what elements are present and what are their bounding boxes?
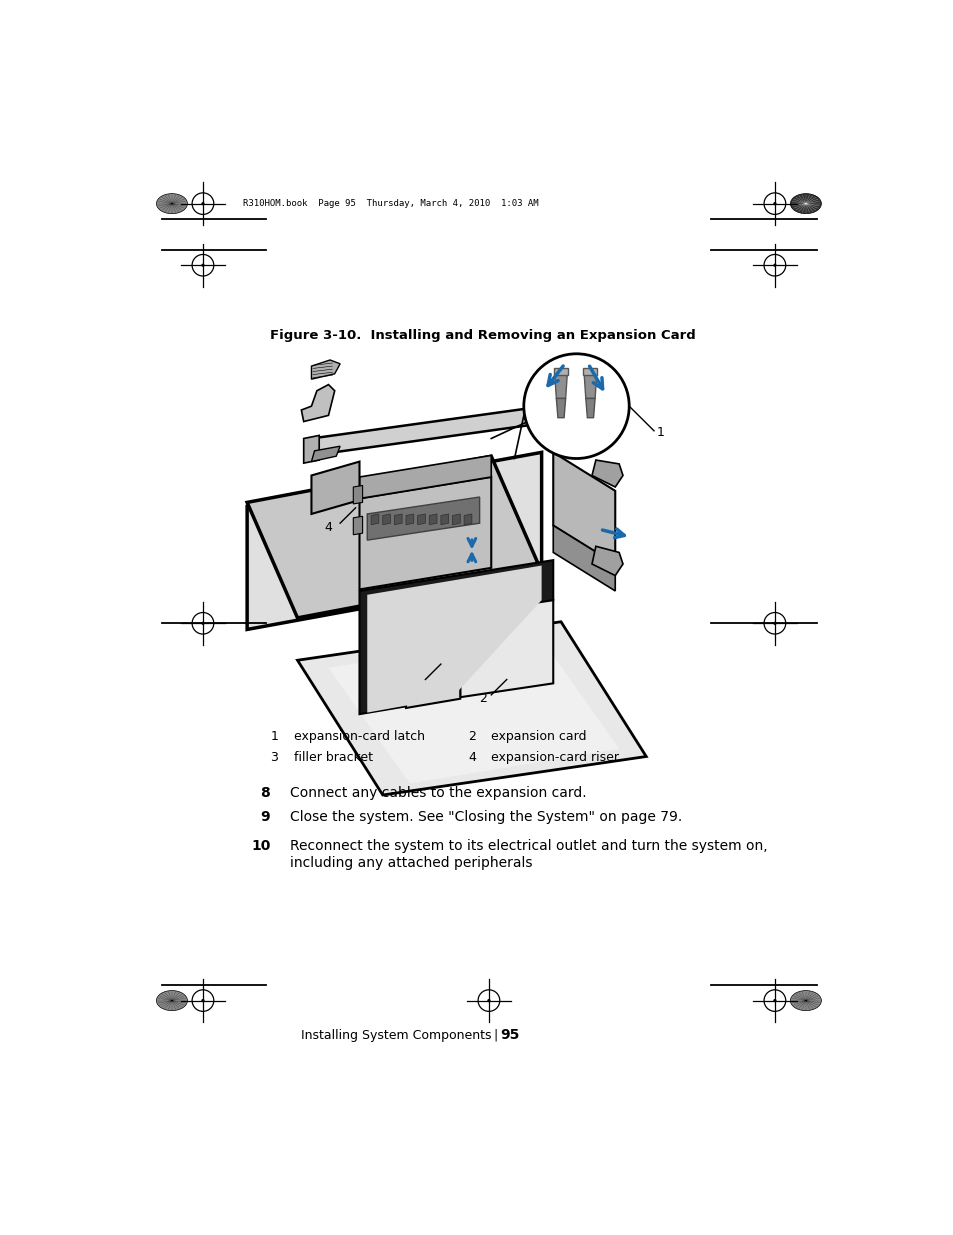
- Circle shape: [201, 203, 204, 205]
- Circle shape: [201, 999, 204, 1003]
- Polygon shape: [459, 600, 553, 698]
- Polygon shape: [301, 384, 335, 421]
- Polygon shape: [585, 399, 595, 417]
- Text: 2: 2: [468, 730, 476, 742]
- Circle shape: [201, 621, 204, 625]
- Text: 10: 10: [251, 839, 270, 853]
- Text: including any attached peripherals: including any attached peripherals: [290, 856, 532, 869]
- Text: 3: 3: [412, 677, 419, 690]
- Polygon shape: [592, 546, 622, 576]
- Text: 1: 1: [270, 730, 278, 742]
- Polygon shape: [464, 514, 472, 525]
- Text: 4: 4: [468, 751, 476, 764]
- Polygon shape: [359, 456, 491, 499]
- Polygon shape: [297, 621, 645, 795]
- Circle shape: [487, 999, 490, 1003]
- Text: 1: 1: [657, 426, 664, 438]
- Polygon shape: [583, 375, 596, 399]
- Text: Close the system. See "Closing the System" on page 79.: Close the system. See "Closing the Syste…: [290, 810, 681, 825]
- Polygon shape: [394, 514, 402, 525]
- Polygon shape: [303, 436, 319, 463]
- Polygon shape: [429, 514, 436, 525]
- Polygon shape: [311, 359, 340, 379]
- Text: Connect any cables to the expansion card.: Connect any cables to the expansion card…: [290, 785, 586, 800]
- Ellipse shape: [790, 194, 821, 214]
- Polygon shape: [311, 462, 359, 514]
- Circle shape: [773, 999, 776, 1003]
- Text: Installing and Removing an Expansion Card: Installing and Removing an Expansion Car…: [352, 330, 695, 342]
- Polygon shape: [553, 526, 615, 592]
- Text: |: |: [493, 1029, 497, 1042]
- Ellipse shape: [156, 990, 187, 1010]
- Polygon shape: [382, 514, 390, 525]
- Text: Installing System Components: Installing System Components: [300, 1029, 491, 1042]
- Text: expansion-card riser: expansion-card riser: [491, 751, 618, 764]
- Text: Figure 3-10.: Figure 3-10.: [270, 330, 361, 342]
- Circle shape: [201, 263, 204, 267]
- Polygon shape: [417, 514, 425, 525]
- Polygon shape: [247, 452, 541, 630]
- Polygon shape: [359, 477, 491, 589]
- Polygon shape: [353, 485, 362, 504]
- Circle shape: [773, 203, 776, 205]
- Text: 3: 3: [270, 751, 278, 764]
- Text: expansion card: expansion card: [491, 730, 586, 742]
- Polygon shape: [311, 399, 599, 456]
- Polygon shape: [247, 456, 541, 618]
- Polygon shape: [553, 452, 615, 564]
- Circle shape: [523, 353, 629, 458]
- Polygon shape: [371, 514, 378, 525]
- Polygon shape: [367, 496, 479, 540]
- Text: 2: 2: [479, 693, 487, 705]
- Polygon shape: [311, 446, 340, 462]
- Ellipse shape: [790, 990, 821, 1010]
- Polygon shape: [556, 399, 565, 417]
- Text: Reconnect the system to its electrical outlet and turn the system on,: Reconnect the system to its electrical o…: [290, 839, 766, 853]
- Text: 95: 95: [500, 1029, 519, 1042]
- Text: 4: 4: [324, 521, 332, 535]
- Circle shape: [773, 263, 776, 267]
- Polygon shape: [353, 516, 362, 535]
- Polygon shape: [359, 561, 553, 714]
- Polygon shape: [406, 514, 414, 525]
- Text: 9: 9: [260, 810, 270, 825]
- Polygon shape: [406, 614, 459, 708]
- Polygon shape: [452, 514, 459, 525]
- Ellipse shape: [156, 194, 187, 214]
- Polygon shape: [592, 461, 622, 487]
- Polygon shape: [440, 514, 448, 525]
- Text: 8: 8: [260, 785, 270, 800]
- Text: R310HOM.book  Page 95  Thursday, March 4, 2010  1:03 AM: R310HOM.book Page 95 Thursday, March 4, …: [243, 199, 538, 209]
- Text: filler bracket: filler bracket: [294, 751, 373, 764]
- Polygon shape: [367, 566, 541, 713]
- Polygon shape: [328, 634, 618, 783]
- Circle shape: [773, 621, 776, 625]
- Text: expansion-card latch: expansion-card latch: [294, 730, 424, 742]
- Polygon shape: [555, 375, 567, 399]
- Polygon shape: [554, 368, 567, 375]
- Polygon shape: [583, 368, 597, 375]
